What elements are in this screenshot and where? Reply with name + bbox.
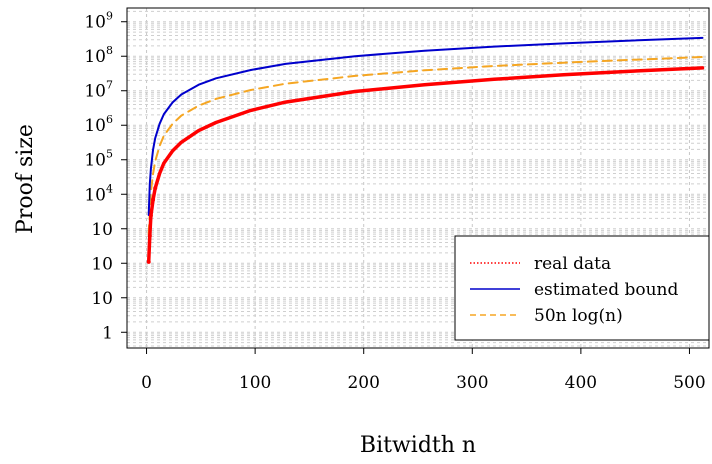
x-tick-label: 300 <box>456 373 488 393</box>
data-point <box>148 213 153 218</box>
x-tick-label: 500 <box>673 373 705 393</box>
x-tick-label: 100 <box>239 373 271 393</box>
y-tick-label: 10 <box>91 289 113 309</box>
legend: real data estimated bound 50n log(n) <box>454 235 710 341</box>
data-point <box>153 186 158 191</box>
grid-lines <box>127 8 709 348</box>
series-line-50n-log-n- <box>147 56 704 236</box>
y-axis-title: Proof size <box>13 124 38 234</box>
legend-label-estimated-bound: estimated bound <box>534 280 679 300</box>
legend-box <box>454 235 710 341</box>
y-tick-label: 105 <box>84 148 113 171</box>
y-tick-label: 10 <box>91 254 113 274</box>
series-lines <box>146 36 705 264</box>
x-axis-title: Bitwidth n <box>360 433 476 458</box>
y-tick-label: 108 <box>84 44 113 67</box>
x-tick-label: 400 <box>565 373 597 393</box>
plot-frame <box>126 7 710 349</box>
y-tick-label: 107 <box>84 79 113 102</box>
data-point <box>151 197 156 202</box>
data-point <box>146 259 151 264</box>
y-tick-label: 109 <box>84 10 113 33</box>
y-tick-label: 1 <box>102 323 113 343</box>
x-tick-label: 0 <box>141 373 152 393</box>
legend-label-50n-logn: 50n log(n) <box>534 306 623 326</box>
y-tick-label: 10 <box>91 220 113 240</box>
x-tick-label: 200 <box>347 373 379 393</box>
y-tick-label: 106 <box>84 113 113 136</box>
data-point <box>147 233 152 238</box>
y-axis: 1 10 10 10 104 105 106 107 108 109 <box>84 10 127 343</box>
series-line-estimated-bound <box>147 36 704 216</box>
x-axis: 0 100 200 300 400 500 <box>141 348 706 393</box>
y-tick-label: 104 <box>84 182 113 205</box>
legend-label-real-data: real data <box>534 254 611 274</box>
